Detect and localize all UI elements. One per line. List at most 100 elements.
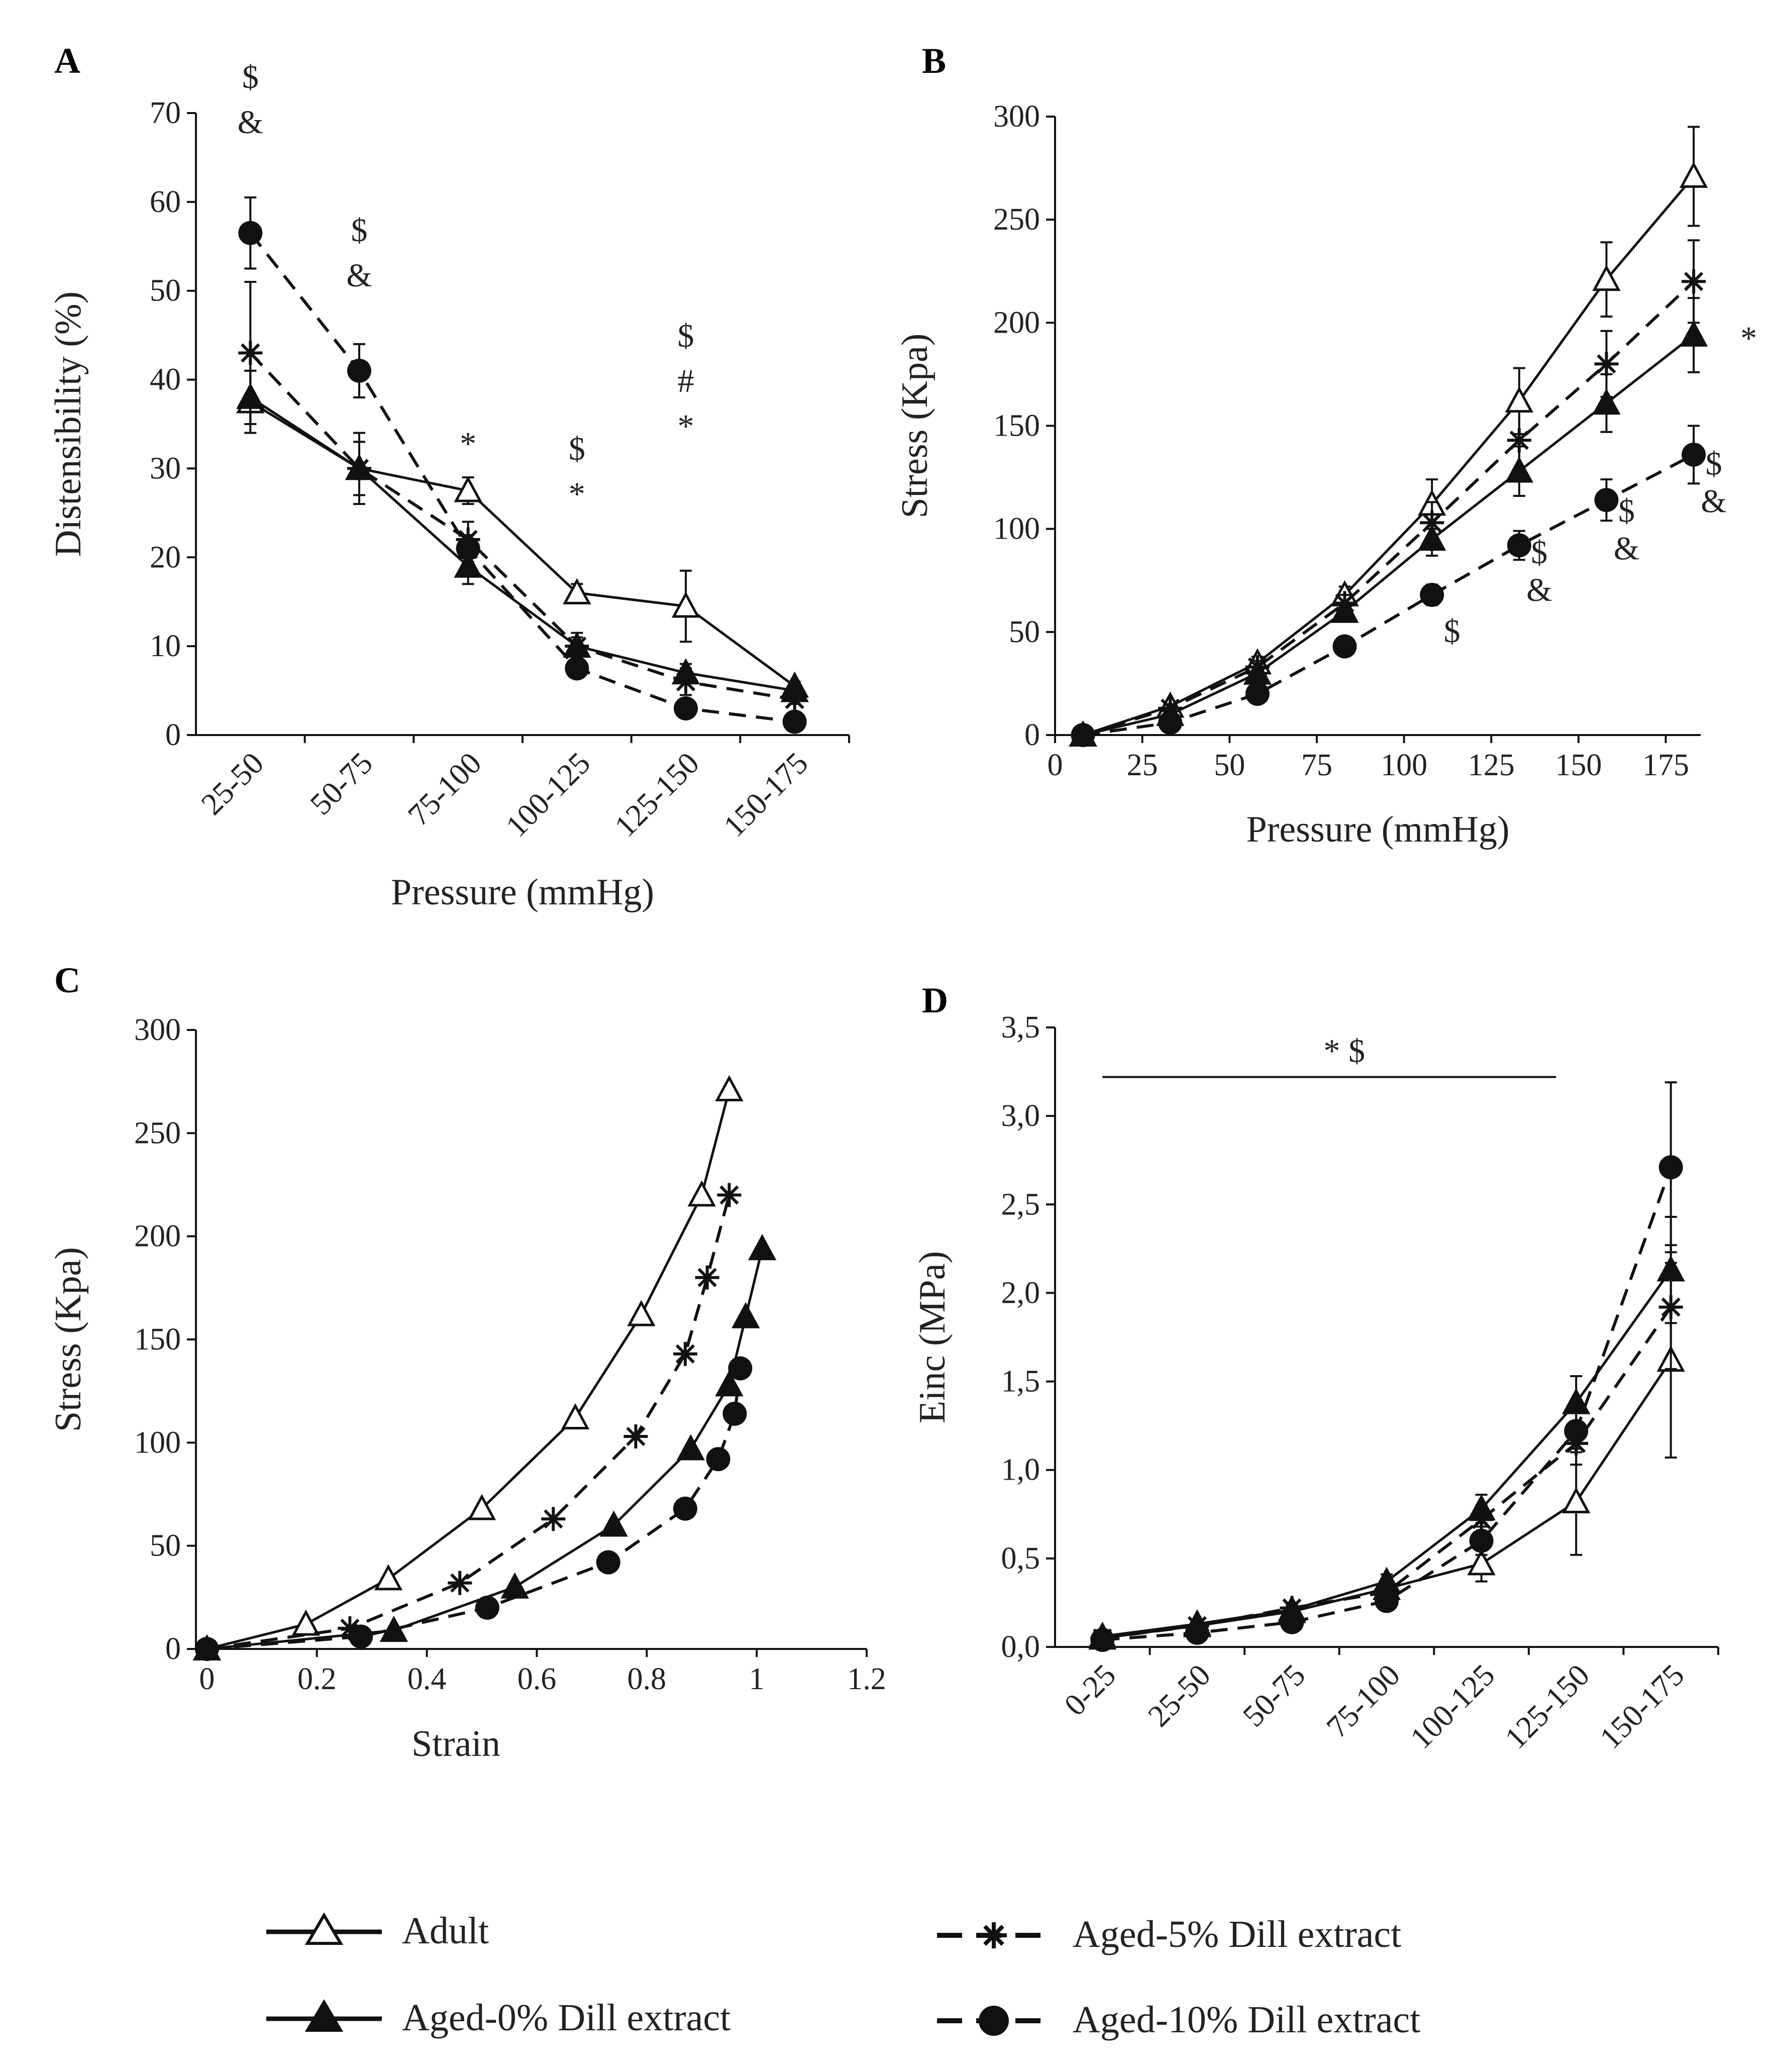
panel-a-annotation: & <box>346 257 372 294</box>
panel-d-y-tick-label: 3,5 <box>1001 1010 1040 1045</box>
panel-c-x-tick-label: 0.6 <box>517 1662 557 1696</box>
panel-a-point-adult <box>563 578 591 604</box>
panel-a-y-tick-label: 10 <box>150 629 181 663</box>
panel-c-point-adult <box>687 1180 716 1207</box>
panel-b-annotation: * <box>1740 320 1757 357</box>
panel-b-annotation: $ <box>1531 534 1547 571</box>
panel-a-point-aged5 <box>347 456 371 481</box>
panel-b-x-tick-label: 150 <box>1555 748 1602 782</box>
panel-c-point-aged0 <box>748 1234 777 1261</box>
panel-a-x-axis-title: Pressure (mmHg) <box>391 872 654 913</box>
panel-c-y-tick-label: 0 <box>165 1632 181 1666</box>
panel-b-point-aged10 <box>1420 582 1444 607</box>
panel-a-y-axis-title: Distensibility (%) <box>48 291 89 557</box>
panel-b-y-tick-label: 100 <box>993 512 1040 546</box>
panel-d-point-aged10 <box>1280 1610 1304 1634</box>
panel-a-annotation: $ <box>242 59 259 95</box>
panel-a-y-tick-label: 70 <box>150 96 181 130</box>
panel-a-x-tick-label: 150-175 <box>717 746 814 844</box>
panel-d-y-axis-title: Einc (MPa) <box>912 1251 953 1423</box>
panel-c-stress-strain: 0 50 100 150 200 250 300 Stress (Kpa) 0 0.2 0.4 0.6… <box>48 1013 886 1765</box>
panel-c-point-adult <box>467 1494 496 1520</box>
legend-label-aged0: Aged-0% Dill extract <box>402 1997 731 2039</box>
panel-d-point-aged10 <box>1564 1419 1589 1443</box>
panel-d-x-tick-label: 0-25 <box>1058 1658 1122 1722</box>
panel-c-x-tick-label: 1.2 <box>847 1662 886 1696</box>
panel-b-point-aged0 <box>1592 388 1621 415</box>
panel-a-x-tick-label: 25-50 <box>195 746 270 821</box>
panel-a-x-tick-label: 50-75 <box>304 746 379 821</box>
panel-c-series-line-aged10 <box>206 1368 742 1650</box>
panel-b-x-tick-label: 100 <box>1381 748 1427 782</box>
legend-item-adult: Adult <box>266 1910 489 1952</box>
panel-b-point-aged5 <box>1332 591 1357 615</box>
panel-c-y-tick-label: 300 <box>134 1013 181 1047</box>
panel-b-annotation: $ <box>1444 613 1461 650</box>
panel-d-y-tick-label: 1,5 <box>1001 1365 1040 1399</box>
panel-b-y-tick-label: 250 <box>993 202 1040 237</box>
panel-d-point-aged10 <box>1658 1155 1683 1180</box>
panel-d-y-tick-label: 2,5 <box>1001 1187 1040 1221</box>
panel-a-series-line-aged10 <box>249 232 795 723</box>
panel-b-point-adult <box>1505 386 1534 413</box>
panel-a-point-aged0 <box>454 551 482 578</box>
panel-c-y-axis-title: Stress (Kpa) <box>48 1247 89 1432</box>
panel-b-series-line-aged10 <box>1083 453 1695 737</box>
panel-b-point-adult <box>1592 264 1621 291</box>
panel-a-series-line-adult <box>250 400 796 687</box>
panel-c-y-tick-label: 100 <box>134 1425 181 1460</box>
panel-c-point-aged0 <box>500 1572 529 1599</box>
panel-b-y-axis-title: Stress (Kpa) <box>894 334 935 519</box>
panel-c-point-aged5 <box>673 1341 697 1366</box>
panel-b-point-aged5 <box>1594 352 1619 376</box>
panel-c-point-adult <box>715 1075 744 1101</box>
panel-b-point-aged5 <box>1507 428 1531 453</box>
panel-a-point-aged5 <box>565 634 589 659</box>
panel-a-point-adult <box>454 476 482 502</box>
panel-b-series-line-adult <box>1082 175 1695 737</box>
panel-c-point-aged10 <box>194 1637 219 1661</box>
panel-c-x-axis-title: Strain <box>411 1723 500 1765</box>
panel-a-point-aged10 <box>674 696 698 720</box>
panel-c-y-tick-label: 200 <box>134 1219 181 1254</box>
panel-b-y-tick-label: 150 <box>993 409 1040 443</box>
panel-c-point-aged10 <box>728 1356 753 1381</box>
panel-letter-b: B <box>922 41 946 81</box>
panel-b-annotation: $ <box>1618 493 1635 530</box>
panel-a-y-tick-label: 30 <box>150 451 181 485</box>
panel-c-point-aged0 <box>379 1615 408 1642</box>
panel-b-annotation: $ <box>1706 445 1722 482</box>
panel-a-point-aged10 <box>782 709 807 734</box>
panel-a-annotation: $ <box>678 318 694 354</box>
panel-b-stress-pressure: 0 50 100 150 200 250 300 Stress (Kpa) 0 25 50 75 100… <box>894 99 1757 850</box>
panel-c-series-line-adult <box>206 1089 731 1650</box>
panel-d-point-aged10 <box>1375 1589 1399 1613</box>
panel-d-x-tick-label: 25-50 <box>1141 1658 1217 1733</box>
panel-b-y-tick-label: 300 <box>993 99 1040 134</box>
panel-d-y-tick-label: 0,0 <box>1001 1630 1040 1664</box>
panel-a-y-tick-label: 0 <box>165 718 181 752</box>
panel-c-x-tick-label: 0.4 <box>407 1662 447 1696</box>
panel-b-x-tick-label: 125 <box>1468 748 1515 782</box>
panel-a-annotation: * <box>569 476 585 512</box>
panel-d-x-tick-label: 75-100 <box>1320 1658 1407 1744</box>
panel-c-x-tick-label: 0 <box>199 1662 215 1696</box>
panel-b-point-aged10 <box>1245 681 1270 706</box>
panel-c-point-aged10 <box>722 1401 747 1426</box>
panel-c-point-aged10 <box>596 1550 620 1575</box>
panel-b-point-aged5 <box>1420 510 1444 535</box>
panel-b-annotation: & <box>1614 531 1639 567</box>
panel-b-x-tick-label: 25 <box>1127 748 1158 782</box>
panel-c-point-adult <box>627 1300 656 1326</box>
panel-c-point-aged10 <box>706 1447 731 1472</box>
panel-c-series-line-aged0 <box>206 1248 764 1650</box>
panel-b-y-tick-label: 0 <box>1024 718 1040 752</box>
panel-a-annotation: $ <box>569 431 585 467</box>
panel-d-point-aged10 <box>1185 1620 1209 1645</box>
legend-label-aged5: Aged-5% Dill extract <box>1073 1913 1401 1955</box>
panel-c-point-aged5 <box>541 1507 566 1531</box>
panel-c-point-aged5 <box>623 1424 648 1449</box>
panel-a-y-tick-label: 60 <box>150 185 181 219</box>
panel-c-x-tick-label: 0.2 <box>297 1662 337 1696</box>
panel-c-point-adult <box>374 1564 403 1591</box>
